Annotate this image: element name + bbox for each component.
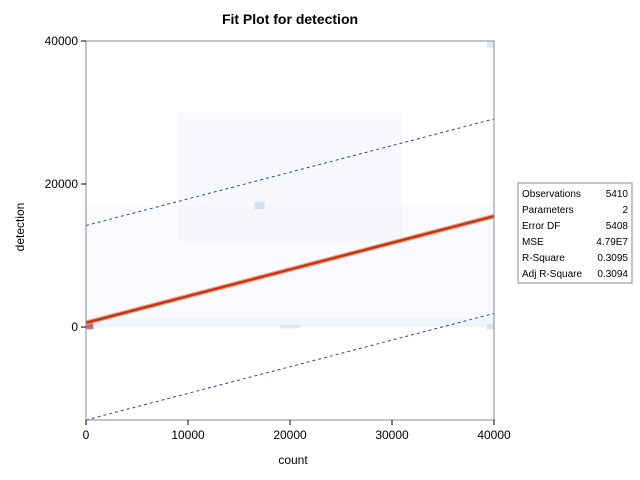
stat-label: Adj R-Square [522, 269, 582, 280]
fit-line [85, 214, 495, 324]
stat-value: 0.3095 [597, 253, 628, 264]
plot-background [86, 41, 494, 420]
x-tick-label: 10000 [171, 428, 205, 442]
x-axis: 0 10000 20000 30000 40000 [83, 420, 511, 442]
density-cell [486, 41, 494, 49]
fit-statistics-table: Observations 5410 Parameters 2 Error DF 5408 M… [517, 182, 633, 284]
density-cell [279, 324, 301, 329]
x-tick-label: 0 [83, 428, 90, 442]
y-axis-label: detection [13, 203, 27, 252]
density-cell [86, 318, 494, 328]
confidence-limit-lower [85, 216, 495, 326]
x-tick-label: 30000 [375, 428, 409, 442]
stat-value: 2 [622, 205, 628, 216]
stat-label: Parameters [522, 205, 574, 216]
prediction-limit-upper [85, 118, 495, 226]
stat-label: MSE [522, 237, 544, 248]
stat-value: 4.79E7 [596, 237, 628, 248]
x-axis-label: count [278, 453, 308, 467]
y-tick-label: 0 [71, 320, 78, 334]
density-cell [486, 324, 494, 330]
plot-area [85, 40, 495, 421]
density-cell [254, 201, 265, 210]
y-tick-label: 40000 [45, 34, 79, 48]
density-cell [86, 323, 94, 330]
lines-layer [85, 118, 495, 421]
density-layer [86, 41, 494, 330]
prediction-limit-lower [85, 312, 495, 421]
stat-label: Observations [522, 189, 581, 200]
density-cell [86, 205, 494, 319]
y-tick-label: 20000 [45, 177, 79, 191]
x-tick-label: 40000 [477, 428, 511, 442]
stat-value: 5408 [606, 221, 629, 232]
stat-value: 5410 [606, 189, 629, 200]
confidence-limit-upper [85, 213, 495, 323]
x-tick-label: 20000 [273, 428, 307, 442]
density-cell [177, 112, 403, 242]
stat-value: 0.3094 [597, 269, 628, 280]
chart-title: Fit Plot for detection [222, 11, 358, 27]
y-axis: 0 20000 40000 [45, 34, 86, 334]
stat-label: Error DF [522, 221, 560, 232]
stat-label: R-Square [522, 253, 565, 264]
fit-statistics-frame [517, 182, 633, 284]
